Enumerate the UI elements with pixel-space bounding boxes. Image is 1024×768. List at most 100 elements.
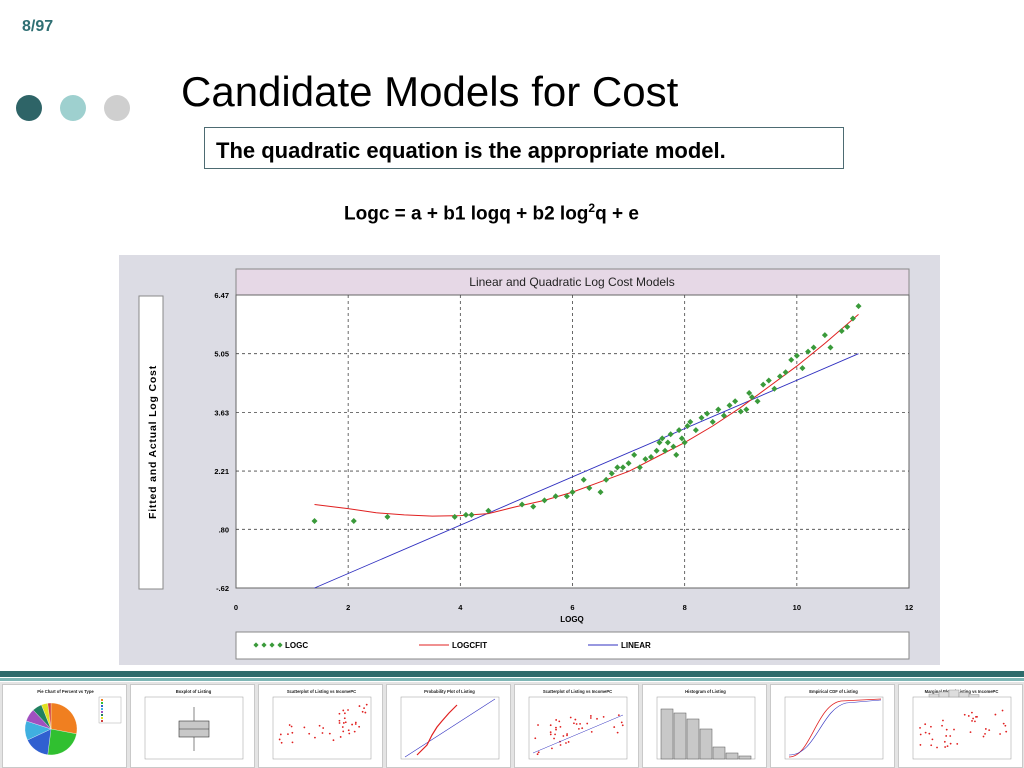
thumb-point xyxy=(972,717,974,720)
thumb-hist-bar xyxy=(712,746,726,760)
data-point xyxy=(653,447,660,454)
x-ticks: 0 2 4 6 8 10 12 xyxy=(234,603,913,612)
thumb-point xyxy=(328,732,331,735)
data-point xyxy=(662,447,669,454)
thumb-fit-line xyxy=(532,714,624,754)
dot-dark-icon xyxy=(16,95,42,121)
chart-title-bar xyxy=(235,268,910,296)
thumb-legend xyxy=(98,696,122,724)
thumbnail-svg: Scatterplot of Listing vs IncomePC xyxy=(272,689,372,760)
thumb-prob-points xyxy=(416,704,458,756)
data-point xyxy=(810,344,817,351)
thumb-point xyxy=(931,738,934,741)
thumb-point xyxy=(1001,709,1004,712)
y-ticks: 6.47 5.05 3.63 2.21 .80 -.62 xyxy=(214,291,229,593)
equation-exponent: 2 xyxy=(588,201,596,215)
thumbnail-cdf[interactable]: Empirical CDF of Listing xyxy=(770,684,895,768)
data-point xyxy=(760,381,767,388)
thumb-point xyxy=(602,715,605,718)
thumb-point xyxy=(343,717,346,720)
thumb-point xyxy=(555,719,558,721)
thumb-point xyxy=(339,736,342,738)
thumb-point xyxy=(974,720,976,723)
data-point xyxy=(827,344,834,351)
thumbnail-svg: Marginal Plot of Listing vs IncomePC xyxy=(912,689,1012,760)
thumb-point xyxy=(354,723,357,725)
thumbnail-hist[interactable]: Histogram of Listing xyxy=(642,684,767,768)
thumb-point xyxy=(982,735,985,738)
data-point xyxy=(849,315,856,322)
thumb-point xyxy=(347,709,349,711)
y-tick-label: -.62 xyxy=(216,584,229,593)
data-point xyxy=(619,464,626,471)
data-point xyxy=(687,418,694,425)
thumb-point xyxy=(344,721,347,724)
data-point xyxy=(586,484,593,491)
thumb-point xyxy=(945,735,948,737)
chart-title: Linear and Quadratic Log Cost Models xyxy=(469,275,674,289)
legend: LOGC LOGCFIT LINEAR xyxy=(253,641,651,650)
thumb-point xyxy=(318,724,321,727)
legend-logc-marker xyxy=(253,642,259,648)
y-tick-label: 3.63 xyxy=(214,408,229,417)
data-point xyxy=(670,443,677,450)
thumb-point xyxy=(554,733,556,736)
thumb-point xyxy=(555,728,557,731)
data-point xyxy=(684,423,691,430)
thumb-legend-swatch xyxy=(101,717,103,719)
thumb-point xyxy=(949,742,952,745)
x-tick-label: 6 xyxy=(570,603,574,612)
x-tick-label: 10 xyxy=(793,603,801,612)
thumb-point xyxy=(287,733,289,736)
thumb-point xyxy=(984,732,986,735)
thumb-point xyxy=(549,731,552,734)
thumb-point xyxy=(353,730,356,733)
data-point xyxy=(656,439,663,446)
thumbnail-title: Probability Plot of Listing xyxy=(424,689,475,694)
thumbnail-scatter[interactable]: Scatterplot of Listing vs IncomePC xyxy=(514,684,639,768)
thumb-point xyxy=(574,718,577,721)
dot-light-icon xyxy=(60,95,86,121)
legend-logc-marker xyxy=(261,642,267,648)
pie-slice xyxy=(47,728,77,756)
data-point xyxy=(597,489,604,496)
thumb-point xyxy=(321,732,324,734)
thumbnail-marginal[interactable]: Marginal Plot of Listing vs IncomePC xyxy=(898,684,1023,768)
data-point xyxy=(692,427,699,434)
thumb-point xyxy=(941,724,943,727)
data-point xyxy=(384,513,391,520)
thumb-point xyxy=(348,732,351,735)
data-point xyxy=(855,303,862,310)
data-point xyxy=(659,435,666,442)
thumb-legend-swatch xyxy=(101,708,103,710)
data-point xyxy=(777,373,784,380)
thumb-point xyxy=(578,727,580,730)
thumbnail-scatter[interactable]: Scatterplot of Listing vs IncomePC xyxy=(258,684,383,768)
linear-line xyxy=(314,353,859,589)
data-point xyxy=(771,385,778,392)
thumb-point xyxy=(358,705,361,707)
thumb-point xyxy=(559,744,562,746)
data-point xyxy=(580,476,587,483)
thumbnail-strip: Pie Chart of Percent vs Type Boxplot of L… xyxy=(0,682,1024,768)
thumb-point xyxy=(976,715,978,718)
data-point xyxy=(631,451,638,458)
thumb-marginal-bar xyxy=(968,694,980,698)
thumb-point xyxy=(555,726,557,729)
x-tick-label: 12 xyxy=(905,603,913,612)
data-point xyxy=(678,435,685,442)
thumb-point xyxy=(928,732,931,735)
thumbnail-prob[interactable]: Probability Plot of Listing xyxy=(386,684,511,768)
thumbnail-pie[interactable]: Pie Chart of Percent vs Type xyxy=(2,684,127,768)
thumb-hist-bar xyxy=(725,752,739,760)
thumb-point xyxy=(361,710,364,713)
x-axis-label: LOGQ xyxy=(560,615,584,624)
data-point xyxy=(715,406,722,413)
thumb-point xyxy=(596,717,598,720)
data-point xyxy=(485,507,492,514)
legend-label: LINEAR xyxy=(621,641,651,650)
thumbnail-box[interactable]: Boxplot of Listing xyxy=(130,684,255,768)
thumb-cdf-fitted xyxy=(788,699,882,756)
thumb-point xyxy=(984,728,987,730)
thumbnail-svg: Probability Plot of Listing xyxy=(400,689,500,760)
